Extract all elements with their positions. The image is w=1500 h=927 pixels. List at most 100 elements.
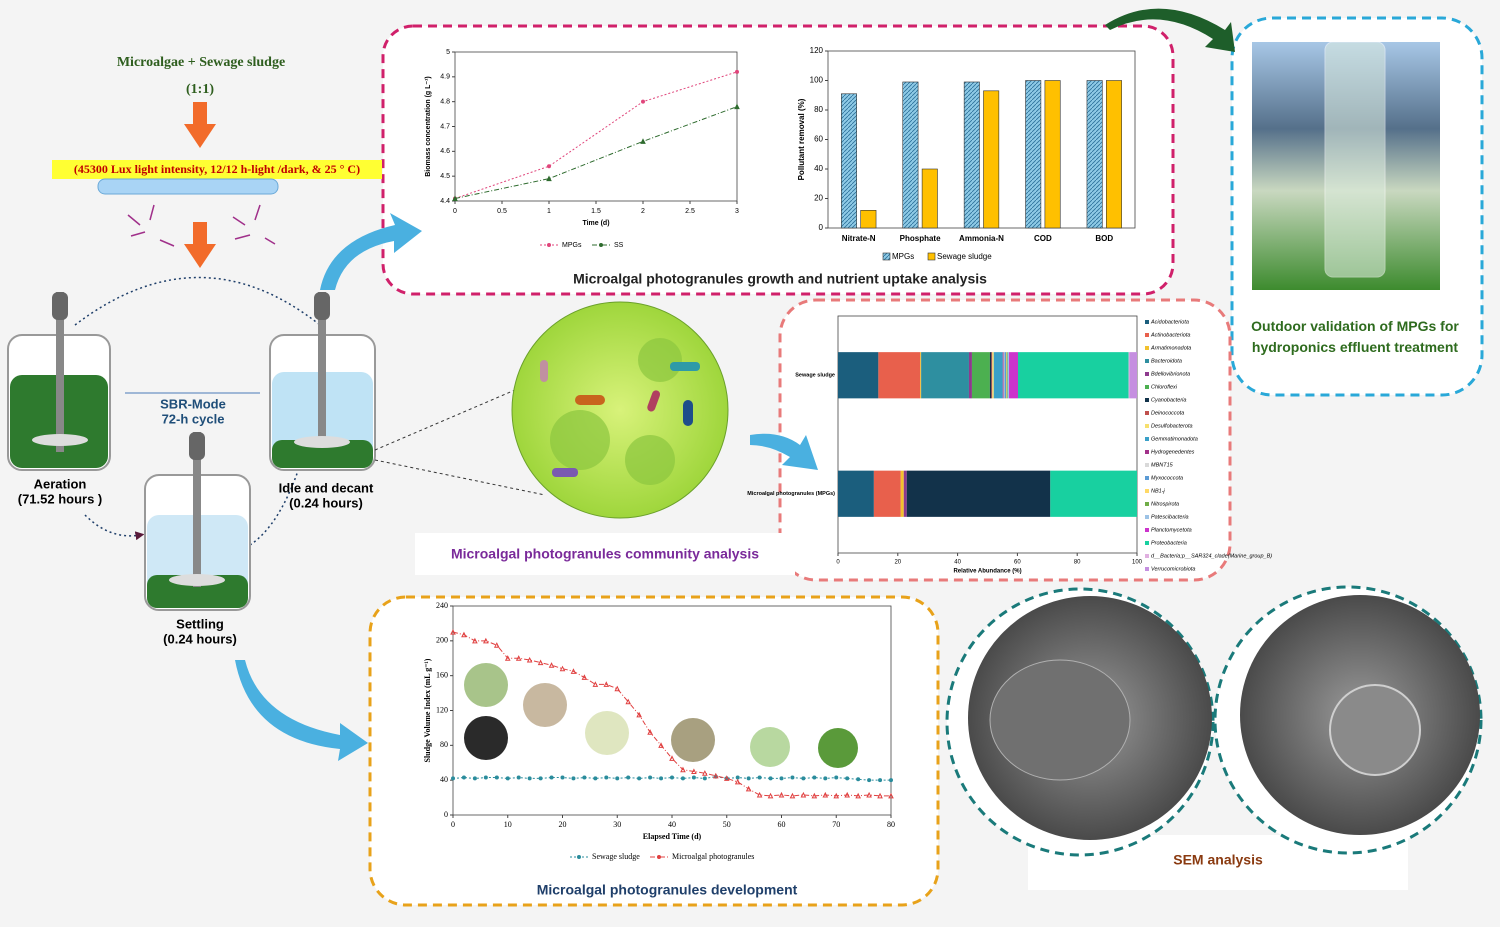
stage-duration: (0.24 hours) xyxy=(163,631,237,646)
series-line xyxy=(452,631,891,797)
marker xyxy=(526,656,533,663)
mode-label: SBR-Mode xyxy=(160,396,226,411)
marker xyxy=(735,775,740,780)
bar xyxy=(1106,80,1122,229)
marker xyxy=(640,138,646,144)
legend-label: MBNT15 xyxy=(1151,462,1174,468)
bar-segment xyxy=(838,352,879,399)
legend-label: Proteobacteria xyxy=(1151,540,1187,546)
flow-arrow xyxy=(750,433,818,470)
bar-segment xyxy=(991,352,993,399)
marker xyxy=(504,655,511,661)
marker xyxy=(626,775,631,780)
x-tick-label: 20 xyxy=(894,560,901,566)
marker xyxy=(527,776,532,781)
marker xyxy=(877,792,883,799)
bar-segment xyxy=(993,352,1003,399)
sem-title: SEM analysis xyxy=(1173,852,1263,868)
marker xyxy=(844,791,851,798)
cycle-label: 72-h cycle xyxy=(162,411,225,426)
marker xyxy=(451,776,455,781)
marker xyxy=(889,778,893,783)
bar-segment xyxy=(1050,470,1137,517)
marker xyxy=(450,629,456,635)
y-tick-label: 4.7 xyxy=(440,123,450,130)
legend-marker xyxy=(577,855,581,859)
sem-granule xyxy=(989,659,1131,781)
bar xyxy=(921,168,938,229)
stage-duration: (71.52 hours ) xyxy=(18,491,103,506)
x-tick-label: 0 xyxy=(451,820,455,829)
legend-swatch xyxy=(927,252,936,261)
bar-segment xyxy=(873,470,901,517)
marker xyxy=(582,775,587,780)
bar-segment xyxy=(838,470,874,517)
x-tick-label: 10 xyxy=(504,820,512,829)
marker xyxy=(768,776,773,781)
x-tick-label: 2.5 xyxy=(685,208,695,215)
marker xyxy=(670,775,674,780)
reactor-aeration xyxy=(7,292,111,471)
legend-label: Armatimonadota xyxy=(1150,345,1191,351)
bar-segment xyxy=(1007,352,1010,399)
bar-segment xyxy=(1009,352,1018,399)
community-caption-box xyxy=(415,533,795,575)
x-tick-label: 1 xyxy=(547,208,551,215)
x-tick-label: 40 xyxy=(668,820,676,829)
x-axis-label: Time (d) xyxy=(582,220,609,227)
marker xyxy=(834,775,839,780)
legend-swatch xyxy=(1145,333,1149,337)
marker xyxy=(867,778,872,783)
x-tick-label: 30 xyxy=(613,820,621,829)
legend-label: Nitrospirota xyxy=(1151,501,1179,507)
legend-swatch xyxy=(1145,515,1149,519)
x-tick-label: 0 xyxy=(836,560,840,566)
x-tick-label: 60 xyxy=(778,820,786,829)
bar-segment xyxy=(903,470,907,517)
y-axis-label: Biomass concentration (g L⁻¹) xyxy=(425,76,432,177)
cycle-path xyxy=(84,514,145,541)
bar-segment xyxy=(1006,352,1008,399)
panel-title: Microalgal photogranules growth and nutr… xyxy=(573,271,987,287)
outdoor-title: Outdoor validation of MPGs for hydroponic… xyxy=(1251,318,1459,355)
marker xyxy=(735,69,739,74)
bar xyxy=(1044,80,1061,229)
bar-segment xyxy=(900,470,904,517)
y-tick-label: 20 xyxy=(814,194,823,203)
marker xyxy=(823,776,828,781)
marker xyxy=(789,792,796,799)
y-tick-label: 0 xyxy=(819,223,824,232)
marker xyxy=(659,776,664,781)
granule xyxy=(511,301,729,519)
development-caption-box xyxy=(478,868,858,903)
marker xyxy=(581,674,588,680)
marker xyxy=(452,195,458,202)
marker xyxy=(691,768,697,774)
marker xyxy=(691,775,696,780)
marker xyxy=(855,792,861,799)
light-rays xyxy=(127,204,276,247)
bar-segment xyxy=(1128,352,1130,399)
zoom-line xyxy=(374,389,516,451)
bar-segment xyxy=(878,352,921,399)
marker xyxy=(549,775,554,780)
marker xyxy=(648,775,653,780)
stage-name: Aeration xyxy=(34,476,87,491)
stage-name: Idle and decant xyxy=(279,480,374,495)
conditions-label: (45300 Lux light intensity, 12/12 h-ligh… xyxy=(74,162,360,176)
legend-label: MPGs xyxy=(562,242,582,249)
arrow-down xyxy=(184,222,216,268)
bar-segment xyxy=(1002,352,1004,399)
y-tick-label: 4.9 xyxy=(440,74,450,81)
bar xyxy=(983,90,1000,229)
sem-cell xyxy=(1329,684,1421,776)
y-tick-label: Microalgal photogranules (MPGs) xyxy=(747,491,835,497)
feed-label: Microalgae + Sewage sludge xyxy=(117,55,285,70)
legend-swatch xyxy=(1145,541,1149,545)
marker xyxy=(546,175,552,182)
x-axis-label: Elapsed Time (d) xyxy=(643,832,702,841)
reactor-decant xyxy=(269,292,376,471)
legend-label: NB1-j xyxy=(1151,488,1166,494)
flow-arrow xyxy=(1105,8,1235,53)
marker xyxy=(537,659,544,666)
